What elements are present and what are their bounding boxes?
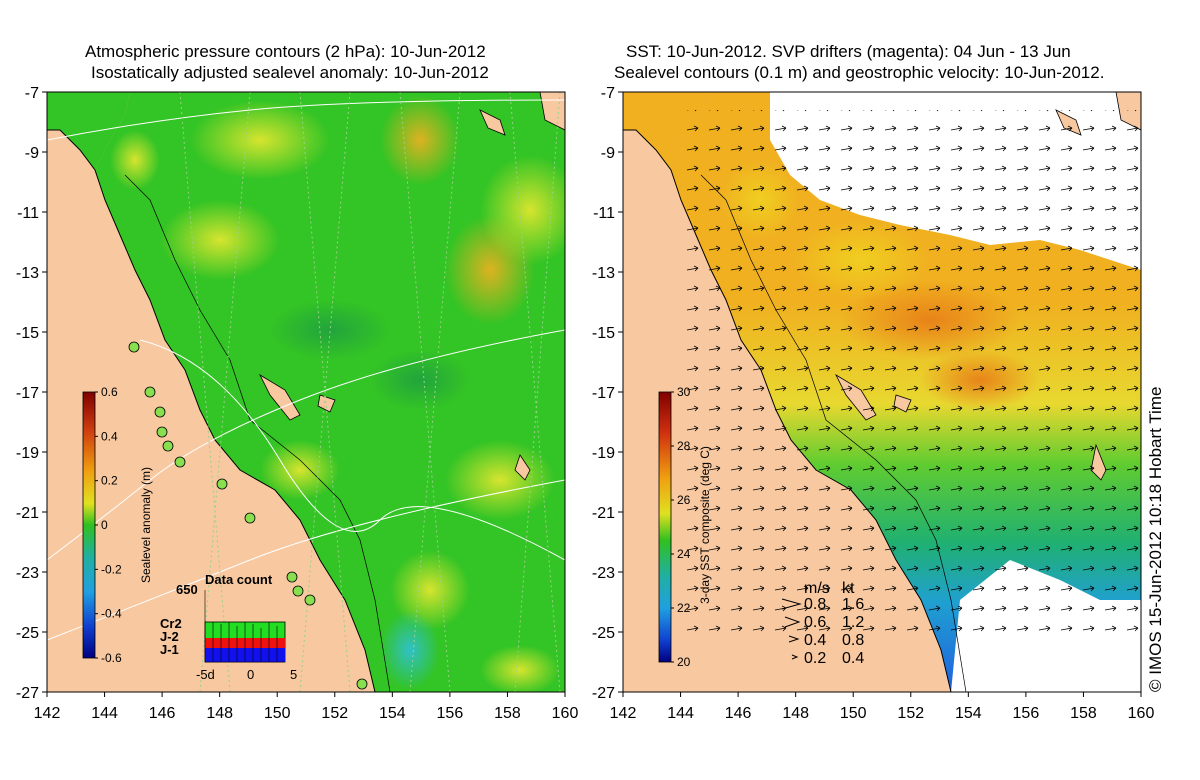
left-xtick-148: 148 [206,705,233,722]
sla-tick--0.2: -0.2 [101,562,122,576]
right-title-line1: SST: 10-Jun-2012. SVP drifters (magenta)… [626,42,1071,61]
sla-tick-0: 0 [101,518,108,532]
count-xtick-0: 0 [247,667,254,682]
left-xtick-144: 144 [91,705,118,722]
right-xtick-144: 144 [667,705,694,722]
right-xtick-156: 156 [1013,705,1040,722]
speed-row3-kt: 0.8 [842,632,864,649]
sst-tick-22: 22 [677,601,691,615]
axis-tick-labels: 142 144 146 148 150 152 154 156 158 160 -7 -9 -11 -13… [16,85,1155,722]
speed-row1-ms: 0.8 [804,596,826,613]
count-xtick-neg5: -5d [196,667,215,682]
left-ytick--17: -17 [16,385,39,402]
data-count-title: Data count [205,572,273,587]
sst-tick-30: 30 [677,385,691,399]
right-ytick--9: -9 [601,145,615,162]
speed-row2-kt: 1.2 [842,614,864,631]
data-count-max: 650 [176,582,198,597]
left-ytick--21: -21 [16,505,39,522]
left-title-line2: Isostatically adjusted sealevel anomaly:… [91,63,489,82]
right-ytick--21: -21 [592,505,615,522]
right-xtick-152: 152 [897,705,924,722]
left-title-line1: Atmospheric pressure contours (2 hPa): 1… [85,42,486,61]
right-xtick-146: 146 [725,705,752,722]
left-xtick-152: 152 [321,705,348,722]
sla-colorbar: 0.6 0.4 0.2 0 -0.2 -0.4 -0.6 Sealevel anomaly … [82,385,153,665]
sla-colorbar-label: Sealevel anomaly (m) [139,467,153,583]
sst-tick-26: 26 [677,493,691,507]
data-count-inset: Data count 650 Cr2 J-2 J-1 -5d 0 5 [160,572,297,682]
left-ytick--11: -11 [17,205,39,222]
right-title-line2: Sealevel contours (0.1 m) and geostrophi… [614,63,1105,82]
data-count-bars [204,590,286,663]
right-xtick-150: 150 [840,705,867,722]
left-ytick--23: -23 [16,565,39,582]
speed-row4-kt: 0.4 [842,650,864,667]
left-ytick--9: -9 [25,145,39,162]
right-ytick--25: -25 [592,625,615,642]
sla-tick-0.4: 0.4 [101,429,118,443]
right-xtick-160: 160 [1128,705,1155,722]
sst-tick-28: 28 [677,439,691,453]
sst-colorbar: 30 28 26 24 22 20 3-day SST composite (deg C) [658,385,712,669]
speed-row4-ms: 0.2 [804,650,826,667]
sla-tick--0.6: -0.6 [101,651,122,665]
speed-row2-ms: 0.6 [804,614,826,631]
right-xtick-148: 148 [782,705,809,722]
left-ytick--25: -25 [16,625,39,642]
right-ytick--13: -13 [592,265,615,282]
right-xtick-158: 158 [1070,705,1097,722]
left-xtick-146: 146 [149,705,176,722]
left-ytick--19: -19 [16,445,39,462]
right-ytick--7: -7 [601,85,615,102]
legend-cr2: Cr2 [160,616,182,631]
left-ytick--7: -7 [25,85,39,102]
count-xtick-5: 5 [290,667,297,682]
left-xtick-150: 150 [264,705,291,722]
imos-credit: © IMOS 15-Jun-2012 10:18 Hobart Time [1146,387,1165,692]
right-ytick--19: -19 [592,445,615,462]
right-ytick--15: -15 [592,325,615,342]
left-map [47,92,565,692]
sla-tick-0.6: 0.6 [101,385,118,399]
right-xtick-154: 154 [955,705,982,722]
right-ytick--23: -23 [592,565,615,582]
right-ytick--17: -17 [592,385,615,402]
speed-unit-kt: kt [842,580,855,597]
right-xtick-142: 142 [610,705,637,722]
sst-tick-20: 20 [677,655,691,669]
left-xtick-158: 158 [494,705,521,722]
speed-legend: m/s kt 0.8 1.6 0.6 1.2 0.4 0.8 0.2 0.4 [781,580,864,667]
sst-tick-24: 24 [677,547,691,561]
speed-row1-kt: 1.6 [842,596,864,613]
left-ytick--15: -15 [16,325,39,342]
legend-j2: J-2 [160,629,179,644]
right-ytick--27: -27 [592,685,615,702]
left-ytick--13: -13 [16,265,39,282]
sst-colorbar-label: 3-day SST composite (deg C) [698,446,712,604]
right-ytick--11: -11 [593,205,615,222]
left-xtick-160: 160 [552,705,579,722]
sla-tick-0.2: 0.2 [101,474,118,488]
left-xtick-154: 154 [379,705,406,722]
speed-row3-ms: 0.4 [804,632,826,649]
speed-unit-ms: m/s [804,580,830,597]
legend-j1: J-1 [160,642,179,657]
left-xtick-156: 156 [437,705,464,722]
sla-tick--0.4: -0.4 [101,607,122,621]
left-ytick--27: -27 [16,685,39,702]
left-xtick-142: 142 [34,705,61,722]
right-map [623,92,1141,692]
